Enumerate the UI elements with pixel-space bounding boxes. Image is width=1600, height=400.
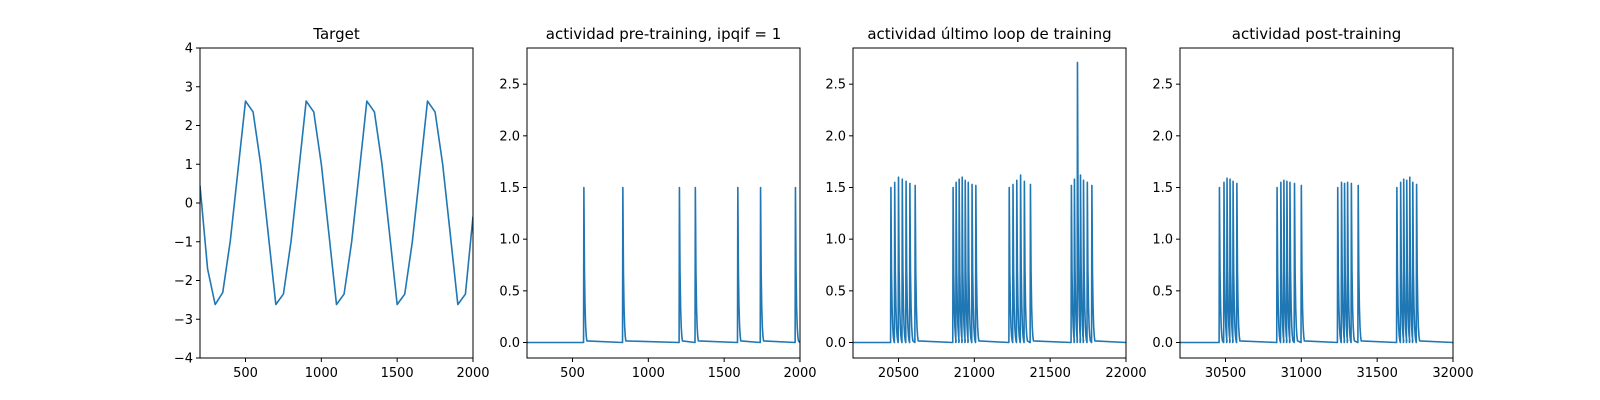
x-tick-label: 20500 bbox=[878, 366, 919, 381]
y-tick-label: 2.0 bbox=[825, 129, 846, 144]
y-tick-label: 0.5 bbox=[1152, 284, 1173, 299]
panel-2-series-line bbox=[527, 186, 800, 344]
panel-3-frame bbox=[852, 47, 1127, 359]
x-tick-label: 500 bbox=[560, 366, 585, 381]
y-tick-label: 0.0 bbox=[1152, 336, 1173, 351]
y-tick-label: −4 bbox=[174, 352, 193, 367]
y-tick-label: 0.5 bbox=[825, 284, 846, 299]
y-tick-label: −2 bbox=[174, 274, 193, 289]
x-tick-label: 1500 bbox=[708, 366, 741, 381]
y-tick-label: 2.5 bbox=[1152, 78, 1173, 93]
y-tick-label: 1.0 bbox=[499, 233, 520, 248]
y-tick-label: 0 bbox=[185, 197, 193, 212]
x-tick-label: 2000 bbox=[783, 366, 816, 381]
y-tick-label: 4 bbox=[185, 42, 193, 57]
y-tick-label: 0.0 bbox=[825, 336, 846, 351]
x-tick-label: 21500 bbox=[1029, 366, 1070, 381]
x-tick-label: 31500 bbox=[1356, 366, 1397, 381]
panel-4-series-line bbox=[1180, 176, 1453, 344]
panel-2-frame bbox=[526, 47, 801, 359]
x-tick-label: 1000 bbox=[305, 366, 338, 381]
x-tick-label: 1500 bbox=[381, 366, 414, 381]
y-tick-label: 0.5 bbox=[499, 284, 520, 299]
y-tick-label: 3 bbox=[185, 80, 193, 95]
y-tick-label: −3 bbox=[174, 313, 193, 328]
panel-4-title: actividad post-training bbox=[1232, 25, 1401, 43]
y-tick-label: 1.0 bbox=[825, 233, 846, 248]
y-tick-label: 1.5 bbox=[825, 181, 846, 196]
y-tick-label: 2.5 bbox=[825, 78, 846, 93]
x-tick-label: 2000 bbox=[456, 366, 489, 381]
panel-1-frame bbox=[199, 47, 474, 359]
panel-1: 500 1000 1500 2000 −4 −3 −2 −1 0 1 2 3 4 Target bbox=[174, 25, 490, 381]
panel-3-series-line bbox=[853, 61, 1126, 344]
y-tick-label: 2.0 bbox=[499, 129, 520, 144]
x-tick-label: 32000 bbox=[1432, 366, 1473, 381]
x-tick-label: 21000 bbox=[954, 366, 995, 381]
x-tick-label: 1000 bbox=[632, 366, 665, 381]
y-tick-label: 0.0 bbox=[499, 336, 520, 351]
y-tick-label: 1.5 bbox=[1152, 181, 1173, 196]
y-tick-label: 2 bbox=[185, 119, 193, 134]
x-tick-label: 30500 bbox=[1205, 366, 1246, 381]
panel-2: 500 1000 1500 2000 0.0 0.5 1.0 1.5 2.0 2.5 activid… bbox=[499, 25, 816, 381]
panel-3: 20500 21000 21500 22000 0.0 0.5 1.0 1.5 2.0 2.5 ac… bbox=[825, 25, 1146, 381]
y-tick-label: 2.5 bbox=[499, 78, 520, 93]
y-tick-label: 1.0 bbox=[1152, 233, 1173, 248]
x-tick-label: 31000 bbox=[1281, 366, 1322, 381]
y-tick-label: 1 bbox=[185, 158, 193, 173]
y-tick-label: 1.5 bbox=[499, 181, 520, 196]
panel-3-title: actividad último loop de training bbox=[867, 25, 1111, 43]
panel-2-title: actividad pre-training, ipqif = 1 bbox=[546, 25, 782, 43]
y-tick-label: −1 bbox=[174, 235, 193, 250]
panel-4-frame bbox=[1179, 47, 1454, 359]
y-tick-label: 2.0 bbox=[1152, 129, 1173, 144]
panel-4: 30500 31000 31500 32000 0.0 0.5 1.0 1.5 2.0 2.5 ac… bbox=[1152, 25, 1473, 381]
x-tick-label: 500 bbox=[233, 366, 258, 381]
x-tick-label: 22000 bbox=[1105, 366, 1146, 381]
panel-1-title: Target bbox=[312, 25, 360, 43]
panel-1-series-line bbox=[200, 100, 473, 306]
